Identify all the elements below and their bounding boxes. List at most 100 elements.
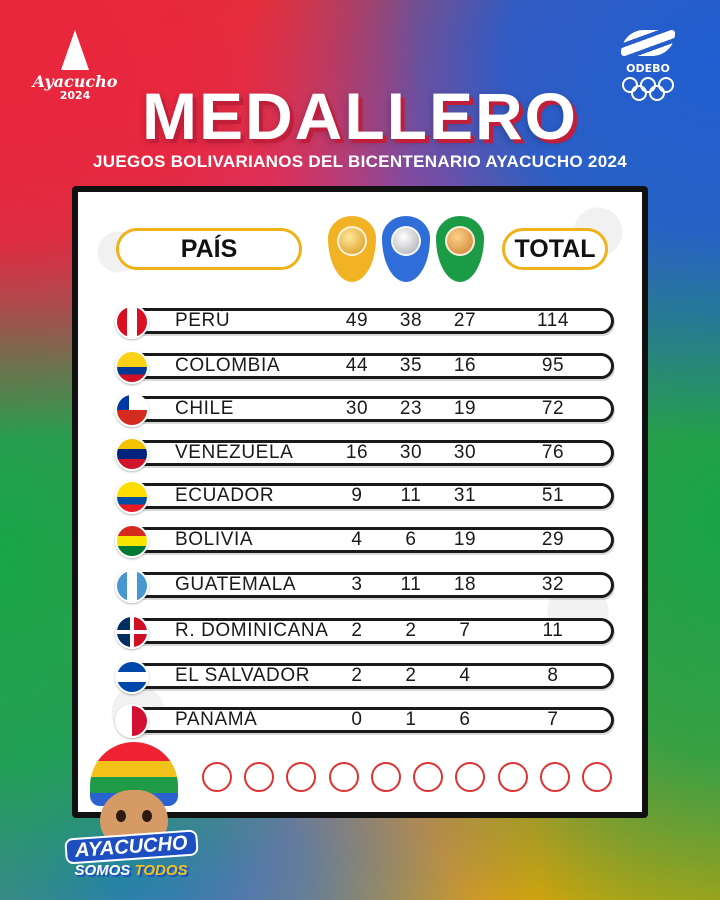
federation-logo-icon (202, 762, 232, 792)
gold-medal-icon (328, 216, 376, 282)
flag-chile-icon (115, 393, 149, 427)
country-cell: CHILE (175, 398, 234, 419)
olympic-rings-icon (622, 77, 674, 101)
federation-logo-icon (413, 762, 444, 792)
federation-logo-icon (328, 762, 359, 792)
silver-cell: 1 (405, 709, 417, 730)
condor-icon (621, 30, 675, 56)
table-row: VENEZUELA 16 30 30 76 (115, 437, 614, 471)
federation-logo-icon (244, 762, 275, 792)
silver-cell: 11 (400, 485, 422, 506)
flag-peru-icon (115, 305, 149, 339)
flag-bolivia-icon (115, 524, 149, 558)
silver-cell: 35 (399, 355, 423, 376)
bronze-cell: 16 (453, 355, 477, 376)
table-row: GUATEMALA 3 11 18 32 (115, 569, 614, 603)
table-row: R. DOMINICANA 2 2 7 11 (115, 615, 614, 649)
total-cell: 95 (541, 355, 565, 376)
bronze-medal-icon (436, 216, 484, 282)
mascot: AYACUCHO SOMOS TODOS (56, 738, 206, 888)
silver-cell: 2 (405, 620, 417, 641)
country-cell: BOLIVIA (175, 529, 254, 550)
gold-cell: 49 (345, 310, 369, 331)
gold-cell: 30 (345, 398, 369, 419)
country-cell: PANAMÁ (175, 709, 258, 730)
slogan-line-2: SOMOS TODOS (74, 862, 188, 879)
medal-table: PAÍS TOTAL PERÚ 49 38 27 114 COLOMBIA 44 35 16 95… (72, 186, 648, 818)
country-column-header: PAÍS (116, 228, 302, 270)
page-title: MEDALLERO (142, 79, 578, 153)
bronze-cell: 6 (459, 709, 471, 730)
total-cell: 29 (541, 529, 565, 550)
silver-cell: 2 (405, 665, 417, 686)
bronze-cell: 19 (453, 398, 477, 419)
total-cell: 114 (536, 310, 570, 331)
table-row: BOLIVIA 4 6 19 29 (115, 524, 614, 558)
flag-guatemala-icon (115, 569, 149, 603)
bronze-cell: 27 (453, 310, 477, 331)
flag-el-salvador-icon (115, 660, 149, 694)
odebo-logo: ODEBO (616, 30, 680, 110)
silver-cell: 30 (399, 442, 423, 463)
federation-logos (202, 760, 612, 794)
slogan: AYACUCHO SOMOS TODOS (56, 829, 206, 882)
silver-cell: 38 (399, 310, 423, 331)
federation-logo-icon (581, 762, 612, 792)
country-cell: PERÚ (175, 310, 231, 331)
tower-icon (61, 30, 89, 70)
federation-logo-icon (539, 762, 570, 792)
gold-cell: 44 (345, 355, 369, 376)
gold-cell: 3 (351, 574, 363, 595)
bronze-cell: 18 (453, 574, 477, 595)
total-cell: 8 (547, 665, 559, 686)
table-row: COLOMBIA 44 35 16 95 (115, 350, 614, 384)
gold-cell: 9 (351, 485, 363, 506)
silver-cell: 6 (405, 529, 417, 550)
federation-logo-icon (286, 762, 317, 792)
country-cell: VENEZUELA (175, 442, 294, 463)
silver-medal-icon (382, 216, 430, 282)
silver-cell: 23 (399, 398, 423, 419)
total-cell: 76 (541, 442, 565, 463)
flag-dominican-republic-icon (115, 615, 149, 649)
ayacucho-2024-logo: Ayacucho 2024 (32, 30, 118, 108)
flag-venezuela-icon (115, 437, 149, 471)
total-cell: 32 (541, 574, 565, 595)
table-row: PERÚ 49 38 27 114 (115, 305, 614, 339)
page-subtitle: JUEGOS BOLIVARIANOS DEL BICENTENARIO AYA… (93, 152, 627, 171)
total-cell: 11 (542, 620, 564, 641)
table-row: PANAMÁ 0 1 6 7 (115, 704, 614, 738)
bronze-cell: 31 (453, 485, 477, 506)
logo-name: Ayacucho (32, 72, 118, 91)
flag-colombia-icon (115, 350, 149, 384)
gold-cell: 0 (351, 709, 363, 730)
country-cell: GUATEMALA (175, 574, 297, 595)
country-cell: ECUADOR (175, 485, 275, 506)
country-cell: EL SALVADOR (175, 665, 311, 686)
flag-ecuador-icon (115, 480, 149, 514)
total-cell: 51 (541, 485, 565, 506)
logo-year: 2024 (59, 89, 91, 102)
flag-panama-icon (115, 704, 149, 738)
silver-cell: 11 (400, 574, 422, 595)
federation-logo-icon (370, 762, 401, 792)
table-row: CHILE 30 23 19 72 (115, 393, 614, 427)
gold-cell: 16 (345, 442, 369, 463)
gold-cell: 4 (351, 529, 363, 550)
gold-cell: 2 (351, 620, 363, 641)
country-cell: R. DOMINICANA (175, 620, 329, 641)
bronze-cell: 7 (459, 620, 471, 641)
table-row: EL SALVADOR 2 2 4 8 (115, 660, 614, 694)
bronze-cell: 4 (459, 665, 471, 686)
total-cell: 7 (547, 709, 559, 730)
bronze-cell: 19 (453, 529, 477, 550)
total-column-header: TOTAL (502, 228, 608, 270)
federation-logo-icon (497, 762, 528, 792)
total-cell: 72 (541, 398, 565, 419)
bronze-cell: 30 (453, 442, 477, 463)
country-cell: COLOMBIA (175, 355, 281, 376)
table-row: ECUADOR 9 11 31 51 (115, 480, 614, 514)
federation-logo-icon (455, 762, 486, 792)
org-name: ODEBO (626, 62, 670, 75)
gold-cell: 2 (351, 665, 363, 686)
